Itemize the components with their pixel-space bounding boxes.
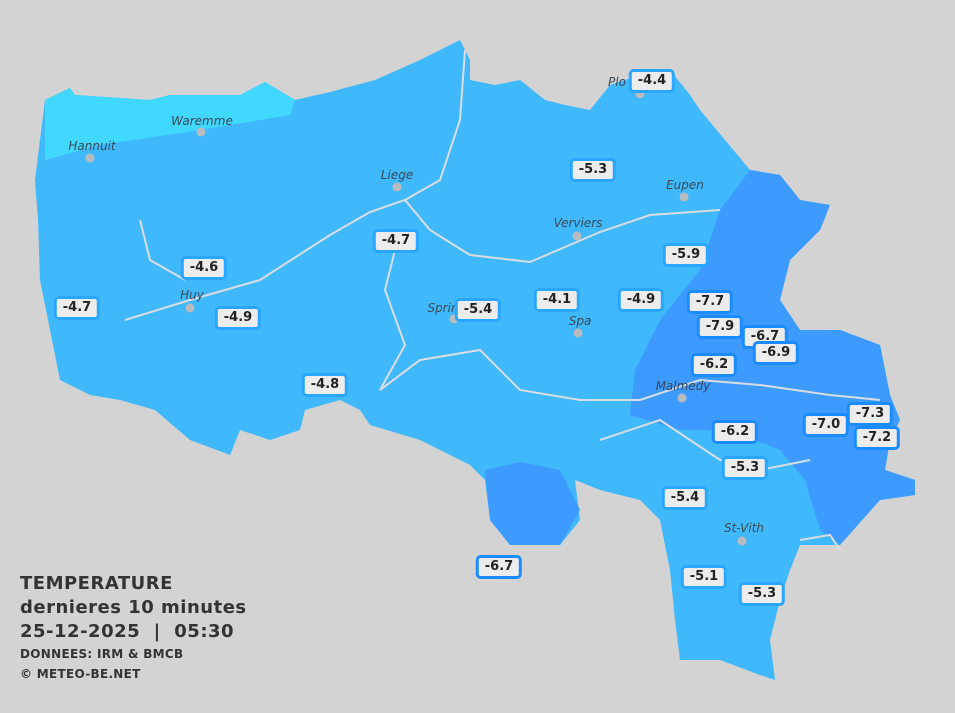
city-dot xyxy=(573,328,583,338)
legend-copyright: © METEO-BE.NET xyxy=(20,667,141,681)
city-dot xyxy=(635,89,645,99)
city-dot xyxy=(572,231,582,241)
mild-zone-northwest xyxy=(45,82,295,160)
city-dot xyxy=(679,192,689,202)
station-value: -6.2 xyxy=(690,353,738,377)
station-value: -6.9 xyxy=(752,341,800,365)
city-dot xyxy=(196,127,206,137)
station-value: -7.7 xyxy=(686,290,734,314)
city-label: Sprin xyxy=(427,301,459,315)
station-value: -7.9 xyxy=(696,315,744,339)
legend-title: TEMPERATURE xyxy=(20,573,173,594)
city-label: Waremme xyxy=(171,114,233,128)
station-value: -7.3 xyxy=(846,402,894,426)
station-value: -6.7 xyxy=(475,555,523,579)
station-value: -6.2 xyxy=(711,420,759,444)
city-label: St-Vith xyxy=(723,521,765,535)
province-main-zone xyxy=(35,40,915,680)
city-label: Malmedy xyxy=(655,379,711,393)
city-label: Eupen xyxy=(666,178,704,192)
station-value: -5.9 xyxy=(662,243,710,267)
station-value: -5.3 xyxy=(738,582,786,606)
city-label: Huy xyxy=(180,288,204,302)
station-value: -5.1 xyxy=(680,565,728,589)
station-value: -4.6 xyxy=(180,256,228,280)
city-label: Spa xyxy=(568,314,592,328)
city-dot xyxy=(392,182,402,192)
station-value: -4.1 xyxy=(533,288,581,312)
map-legend: TEMPERATURE dernieres 10 minutes 25-12-2… xyxy=(20,572,247,684)
rivers xyxy=(124,49,881,551)
station-value: -7.2 xyxy=(853,426,901,450)
station-value: -4.7 xyxy=(53,296,101,320)
station-value: -5.4 xyxy=(454,298,502,322)
city-dot xyxy=(85,153,95,163)
city-dot xyxy=(737,536,747,546)
cold-zone-south xyxy=(485,462,580,545)
station-value: -4.9 xyxy=(617,288,665,312)
city-label: Verviers xyxy=(553,216,603,230)
legend-source: DONNEES: IRM & BMCB xyxy=(20,647,184,661)
city-label: Liege xyxy=(380,168,414,182)
station-value: -7.0 xyxy=(802,413,850,437)
station-value: -5.4 xyxy=(661,486,709,510)
city-label: Plo xyxy=(608,75,626,89)
station-value: -4.7 xyxy=(372,229,420,253)
city-dot xyxy=(449,314,459,324)
city-dot xyxy=(677,393,687,403)
city-label: Hannuit xyxy=(68,139,116,153)
legend-datetime: 25-12-2025 | 05:30 xyxy=(20,621,235,642)
station-value: -5.3 xyxy=(569,158,617,182)
legend-subtitle: dernieres 10 minutes xyxy=(20,597,247,618)
station-value: -4.4 xyxy=(628,69,676,93)
station-value: -4.9 xyxy=(214,306,262,330)
station-value: -5.3 xyxy=(721,456,769,480)
station-value: -4.8 xyxy=(301,373,349,397)
city-dot xyxy=(185,303,195,313)
